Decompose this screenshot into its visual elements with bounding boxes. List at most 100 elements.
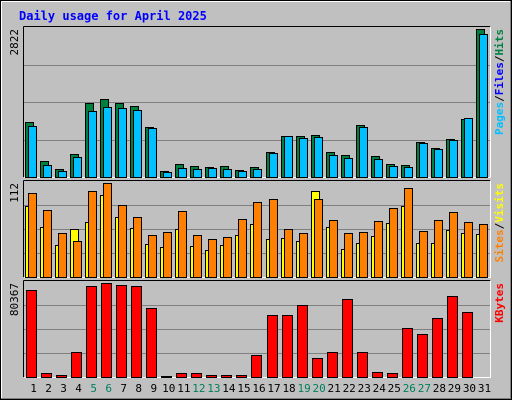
x-tick-label-24: 24: [373, 382, 387, 395]
kbytes-bar-15: [236, 375, 247, 378]
kbytes-bar-7: [116, 285, 127, 378]
pages-bar-3: [58, 171, 67, 178]
x-tick-label-1: 1: [30, 382, 37, 395]
x-tick-label-19: 19: [297, 382, 310, 395]
kbytes-bar-9: [146, 308, 157, 378]
kbytes-bar-20: [312, 358, 323, 378]
pages-bar-17: [269, 153, 278, 178]
x-tick-label-28: 28: [433, 382, 446, 395]
kbytes-bar-12: [191, 373, 202, 378]
sites-bar-23: [359, 232, 368, 278]
x-tick-label-7: 7: [120, 382, 127, 395]
pages-bar-18: [284, 136, 293, 178]
pages-bar-28: [434, 149, 443, 178]
x-tick-label-31: 31: [478, 382, 491, 395]
pages-bar-10: [163, 172, 172, 178]
pages-bar-23: [359, 127, 368, 178]
x-tick-label-18: 18: [282, 382, 295, 395]
sites-bar-1: [28, 193, 37, 278]
pages-bar-11: [178, 168, 187, 178]
x-tick-label-27: 27: [418, 382, 431, 395]
pages-bar-25: [389, 166, 398, 178]
sites-bar-25: [389, 208, 398, 278]
kbytes-bar-4: [71, 352, 82, 378]
kbytes-bar-5: [86, 286, 97, 378]
kbytes-bar-22: [342, 299, 353, 378]
kbytes-bar-23: [357, 352, 368, 378]
kbytes-panel-legend-part-0: KBytes: [493, 283, 506, 323]
sites-bar-20: [314, 199, 323, 278]
sites-bar-13: [208, 239, 217, 278]
hits-panel-legend-part-1: /: [493, 95, 506, 102]
sites-bar-3: [58, 233, 67, 278]
sites-bar-4: [73, 241, 82, 278]
sites-bar-26: [404, 188, 413, 278]
kbytes-bar-28: [432, 318, 443, 378]
kbytes-bar-30: [462, 312, 473, 378]
kbytes-bar-18: [282, 315, 293, 378]
x-tick-label-8: 8: [135, 382, 142, 395]
pages-bar-2: [43, 165, 52, 178]
visits-panel-legend-part-0: Sites: [493, 229, 506, 262]
hits-panel-legend-part-3: /: [493, 55, 506, 62]
sites-bar-16: [253, 202, 262, 278]
kbytes-panel-legend: KBytes: [493, 283, 506, 323]
pages-bar-13: [208, 168, 217, 178]
pages-bar-22: [344, 158, 353, 178]
x-tick-label-3: 3: [60, 382, 67, 395]
kbytes-bar-16: [251, 355, 262, 378]
kbytes-bar-27: [417, 334, 428, 378]
kbytes-bar-11: [176, 373, 187, 378]
visits-axis-max-label: 112: [8, 183, 21, 203]
sites-bar-12: [193, 235, 202, 278]
sites-bar-21: [329, 220, 338, 278]
x-tick-label-6: 6: [105, 382, 112, 395]
kbytes-bar-10: [161, 376, 172, 378]
sites-bar-18: [284, 229, 293, 278]
pages-bar-29: [449, 140, 458, 178]
visits-panel-legend-part-2: Visits: [493, 183, 506, 223]
kbytes-bar-17: [267, 315, 278, 378]
sites-bar-10: [163, 232, 172, 278]
sites-bar-17: [269, 199, 278, 278]
pages-bar-5: [88, 111, 97, 178]
sites-bar-5: [88, 191, 97, 278]
pages-bar-24: [374, 159, 383, 178]
pages-bar-9: [148, 128, 157, 178]
x-tick-label-23: 23: [358, 382, 371, 395]
pages-bar-19: [299, 138, 308, 178]
x-tick-label-21: 21: [328, 382, 341, 395]
sites-bar-11: [178, 211, 187, 278]
sites-bar-7: [118, 205, 127, 278]
x-tick-label-25: 25: [388, 382, 401, 395]
kbytes-bar-6: [101, 283, 112, 378]
kbytes-bar-3: [56, 375, 67, 378]
x-tick-label-11: 11: [177, 382, 190, 395]
sites-bar-27: [419, 231, 428, 278]
pages-bar-20: [314, 137, 323, 178]
kbytes-bar-2: [41, 373, 52, 378]
kbytes-bar-8: [131, 286, 142, 378]
sites-bar-14: [223, 237, 232, 278]
sites-bar-30: [464, 222, 473, 278]
pages-bar-8: [133, 110, 142, 178]
kbytes-bar-29: [447, 296, 458, 378]
x-tick-label-14: 14: [222, 382, 236, 395]
kbytes-bar-25: [387, 373, 398, 378]
x-tick-label-17: 17: [267, 382, 280, 395]
x-tick-label-30: 30: [463, 382, 476, 395]
sites-bar-6: [103, 183, 112, 278]
x-tick-label-5: 5: [90, 382, 97, 395]
pages-bar-6: [103, 107, 112, 178]
x-tick-label-29: 29: [448, 382, 461, 395]
kbytes-bar-19: [297, 305, 308, 378]
x-tick-label-2: 2: [45, 382, 52, 395]
sites-bar-31: [479, 224, 488, 278]
kbytes-axis-max-label: 80367: [8, 283, 21, 316]
sites-bar-28: [434, 220, 443, 278]
pages-bar-30: [464, 118, 473, 178]
sites-bar-24: [374, 221, 383, 278]
kbytes-bar-1: [26, 290, 37, 378]
